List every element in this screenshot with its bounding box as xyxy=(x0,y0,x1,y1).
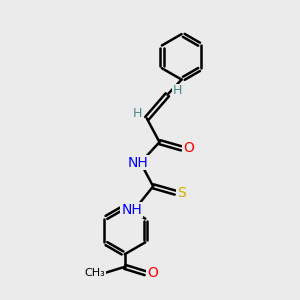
Text: CH₃: CH₃ xyxy=(84,268,105,278)
Text: O: O xyxy=(147,266,158,280)
Text: O: O xyxy=(183,141,194,155)
Text: NH: NH xyxy=(121,203,142,217)
Text: S: S xyxy=(177,186,186,200)
Text: NH: NH xyxy=(128,156,148,170)
Text: H: H xyxy=(173,84,182,98)
Text: H: H xyxy=(133,107,142,120)
